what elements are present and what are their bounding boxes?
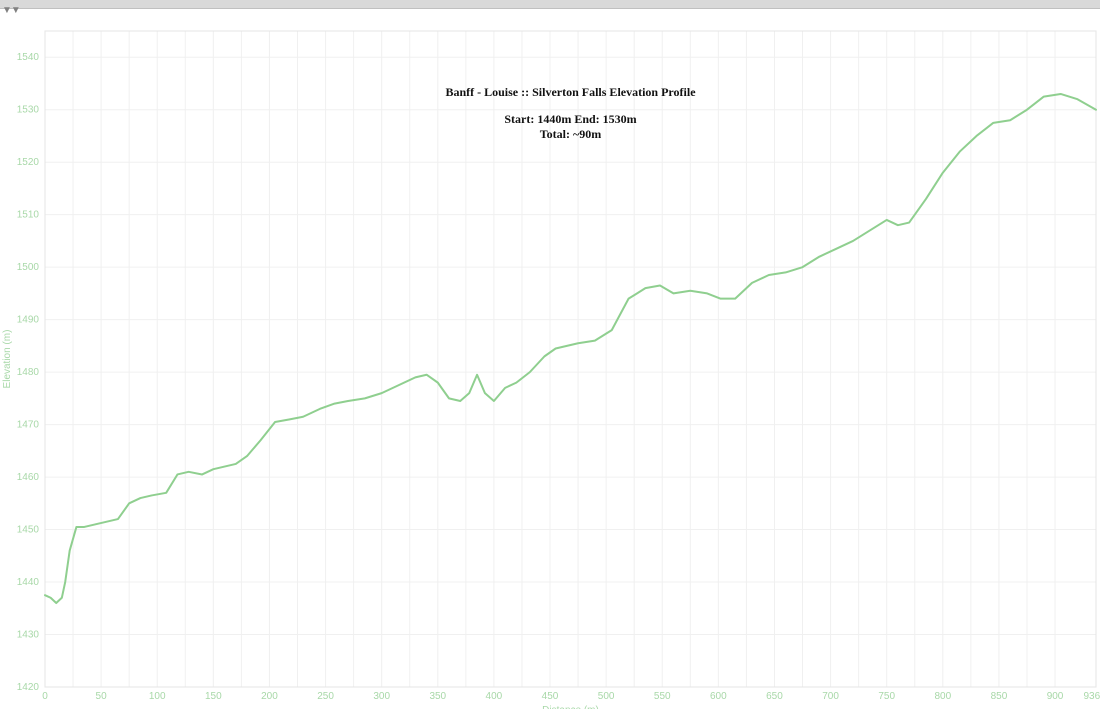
- y-tick-label: 1510: [17, 210, 40, 221]
- x-tick-label: 900: [1047, 691, 1064, 702]
- x-tick-label: 936.5: [1083, 691, 1100, 702]
- x-tick-label: 350: [429, 691, 446, 702]
- x-tick-label: 450: [542, 691, 559, 702]
- x-tick-label: 250: [317, 691, 334, 702]
- x-tick-label: 300: [373, 691, 390, 702]
- chart-subtitle-1: Start: 1440m End: 1530m: [504, 112, 636, 126]
- elevation-series-line: [45, 94, 1096, 603]
- y-tick-label: 1490: [17, 315, 40, 326]
- chart-title: Banff - Louise :: Silverton Falls Elevat…: [445, 85, 696, 99]
- x-tick-label: 150: [205, 691, 222, 702]
- y-axis-ticks: 1420 1430 1440 1450 1460 1470 1480 1490 1500 1510…: [17, 52, 40, 693]
- y-tick-label: 1530: [17, 105, 40, 116]
- x-tick-label: 850: [991, 691, 1008, 702]
- y-tick-label: 1470: [17, 420, 40, 431]
- x-tick-label: 200: [261, 691, 278, 702]
- y-tick-label: 1480: [17, 367, 40, 378]
- disclosure-triangle-icon: ▼▼: [0, 5, 20, 16]
- x-tick-label: 800: [934, 691, 951, 702]
- x-tick-label: 550: [654, 691, 671, 702]
- x-axis-label: Distance (m): [542, 705, 599, 709]
- y-tick-label: 1540: [17, 52, 40, 63]
- x-tick-label: 700: [822, 691, 839, 702]
- elevation-profile-chart: 1420143014401450146014701480149015001510…: [0, 9, 1100, 709]
- y-tick-label: 1420: [17, 682, 40, 693]
- x-tick-label: 100: [149, 691, 166, 702]
- x-axis-ticks: 0 50 100 150 200 250 300 350 400 450 500 550 600 650 7…: [42, 691, 1100, 702]
- y-tick-label: 1450: [17, 525, 40, 536]
- chart-container: ▼▼ { "chart": { "type": "line", "title":…: [0, 0, 1100, 708]
- chart-subtitle-2: Total: ~90m: [540, 127, 601, 141]
- y-axis-label: Elevation (m): [2, 330, 13, 389]
- x-tick-label: 50: [96, 691, 108, 702]
- y-tick-label: 1430: [17, 630, 40, 641]
- y-tick-label: 1440: [17, 577, 40, 588]
- x-tick-label: 500: [598, 691, 615, 702]
- y-tick-label: 1500: [17, 262, 40, 273]
- x-tick-label: 650: [766, 691, 783, 702]
- x-tick-label: 750: [878, 691, 895, 702]
- x-tick-label: 400: [486, 691, 503, 702]
- y-tick-label: 1460: [17, 472, 40, 483]
- x-tick-label: 600: [710, 691, 727, 702]
- window-top-bar: ▼▼: [0, 0, 1100, 9]
- x-tick-label: 0: [42, 691, 48, 702]
- y-tick-label: 1520: [17, 157, 40, 168]
